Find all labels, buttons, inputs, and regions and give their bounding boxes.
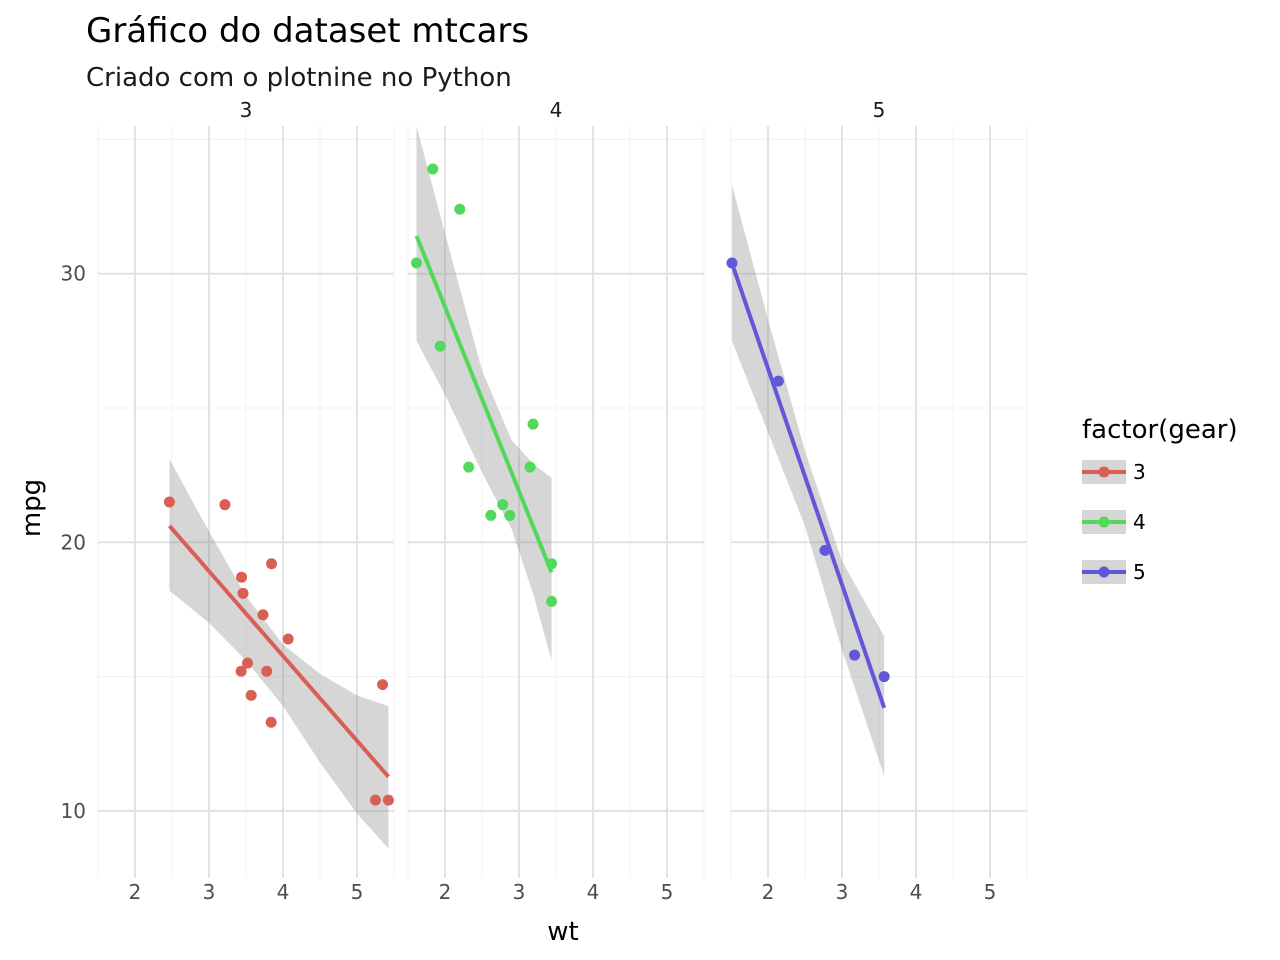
x-tick-label: 5: [984, 880, 997, 904]
data-point: [235, 665, 247, 677]
trend-line: [167, 524, 390, 779]
data-point: [772, 375, 784, 387]
data-point: [236, 571, 248, 583]
facet-panels: 3 2 3 4 5 4 2 3 4 5 5 2 3 4 5 10 20 30: [61, 98, 1028, 904]
x-tick-label: 5: [661, 880, 674, 904]
y-axis-title: mpg: [17, 479, 47, 537]
legend-key-point: [1098, 516, 1110, 528]
facet-panel: 5 2 3 4 5: [726, 98, 1028, 904]
facet-strip-label: 3: [240, 98, 253, 122]
data-point: [546, 558, 558, 570]
data-point: [237, 587, 249, 599]
trend-line: [414, 235, 554, 574]
data-point: [463, 461, 475, 473]
x-tick-label: 3: [836, 880, 849, 904]
data-point: [163, 496, 175, 508]
confidence-band: [416, 126, 552, 661]
x-tick-label: 3: [203, 880, 216, 904]
data-point: [497, 499, 509, 511]
data-point: [219, 499, 231, 511]
facet-strip-label: 4: [550, 98, 563, 122]
data-point: [527, 418, 539, 430]
legend-label: 3: [1133, 460, 1146, 484]
data-point: [261, 665, 273, 677]
data-point: [265, 716, 277, 728]
data-point: [382, 794, 394, 806]
data-point: [454, 203, 466, 215]
legend-item: 5: [1082, 560, 1146, 584]
data-point: [819, 544, 831, 556]
data-point: [878, 671, 890, 683]
data-point: [434, 340, 446, 352]
x-tick-label: 4: [587, 880, 600, 904]
data-point: [370, 794, 381, 806]
facet-strip-label: 5: [873, 98, 886, 122]
facet-panel: 4 2 3 4 5: [407, 98, 705, 904]
y-tick-label: 30: [61, 262, 86, 286]
legend-key-point: [1098, 466, 1110, 478]
data-point: [282, 633, 294, 645]
legend: factor(gear) 3 4 5: [1082, 415, 1238, 584]
data-point: [485, 509, 497, 521]
x-tick-label: 2: [762, 880, 775, 904]
y-tick-label: 10: [61, 799, 86, 823]
legend-key-point: [1098, 566, 1110, 578]
data-point: [266, 558, 278, 570]
data-point: [245, 689, 257, 701]
data-point: [726, 257, 738, 269]
legend-title: factor(gear): [1082, 415, 1238, 445]
x-tick-label: 4: [910, 880, 923, 904]
legend-label: 4: [1133, 510, 1146, 534]
data-point: [849, 649, 861, 661]
data-point: [504, 509, 516, 521]
chart-subtitle: Criado com o plotnine no Python: [86, 63, 512, 93]
x-tick-label: 5: [351, 880, 364, 904]
data-point: [377, 679, 389, 691]
data-point: [257, 609, 269, 621]
x-tick-label: 2: [129, 880, 142, 904]
x-tick-label: 2: [439, 880, 452, 904]
chart-title: Gráfico do dataset mtcars: [86, 11, 529, 51]
x-axis-title: wt: [547, 917, 578, 947]
x-tick-label: 3: [513, 880, 526, 904]
x-tick-label: 4: [277, 880, 290, 904]
legend-item: 4: [1082, 510, 1146, 534]
data-point: [546, 595, 558, 607]
facet-panel: 3 2 3 4 5: [97, 98, 395, 904]
legend-label: 5: [1133, 560, 1146, 584]
legend-item: 3: [1082, 460, 1146, 484]
data-point: [524, 461, 536, 473]
data-point: [411, 257, 423, 269]
data-point: [427, 163, 439, 175]
y-tick-label: 20: [61, 530, 86, 554]
trend-line: [730, 262, 887, 709]
data-point: [241, 657, 253, 669]
